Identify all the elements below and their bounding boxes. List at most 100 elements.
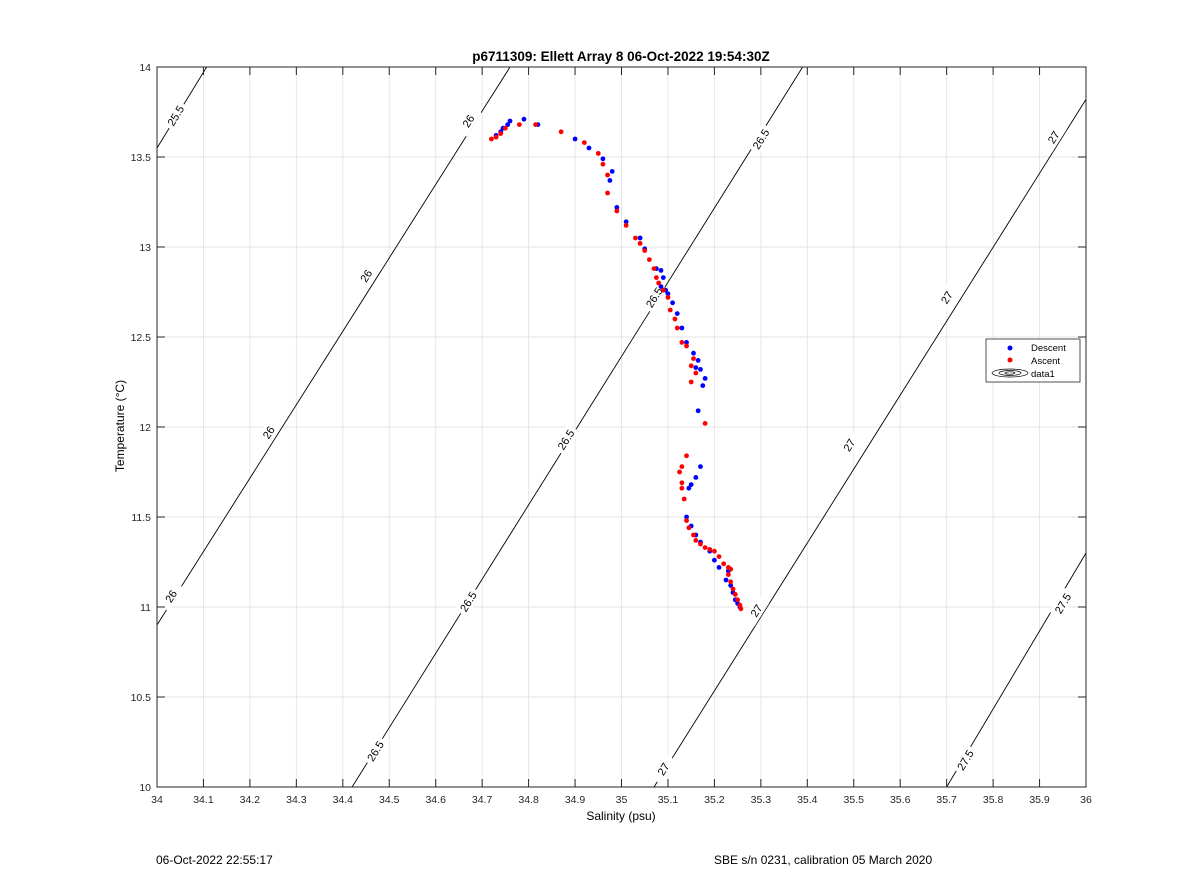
descent-point	[609, 169, 615, 174]
y-tick-label: 12.5	[131, 332, 152, 344]
descent-point	[712, 557, 717, 563]
contour-label: 27	[939, 290, 956, 307]
x-tick-label: 34	[151, 794, 163, 806]
ascent-point	[656, 280, 662, 286]
descent-point	[684, 514, 689, 520]
density-contour-line	[653, 99, 1087, 788]
descent-point	[723, 577, 729, 583]
contour-label: 26	[461, 113, 478, 130]
contour-label: 26	[163, 588, 180, 605]
descent-point	[658, 268, 664, 273]
ascent-point	[605, 190, 610, 196]
ascent-point	[498, 131, 504, 137]
x-tick-label: 35.5	[844, 794, 865, 806]
ascent-point	[502, 125, 508, 131]
contour-label-bg	[157, 580, 185, 612]
legend-descent-label: Descent	[1031, 343, 1066, 354]
ascent-point	[653, 275, 659, 280]
x-tick-label: 35.8	[983, 794, 1004, 806]
descent-point	[698, 367, 703, 372]
ascent-point	[691, 532, 696, 538]
ascent-point	[679, 480, 685, 486]
ascent-point	[684, 343, 689, 349]
y-tick-label: 14	[139, 62, 151, 74]
ascent-point	[691, 356, 696, 361]
ascent-point	[730, 586, 736, 592]
y-tick-label: 11.5	[131, 512, 151, 524]
ascent-point	[600, 161, 606, 167]
descent-point	[686, 485, 692, 491]
x-tick-label: 34.6	[425, 794, 446, 806]
x-tick-label: 35.2	[704, 794, 725, 806]
contour-label-bg	[952, 744, 979, 776]
descent-point	[665, 291, 671, 297]
x-tick-label: 35.4	[797, 794, 818, 806]
ascent-point	[489, 136, 494, 142]
descent-point	[521, 116, 527, 122]
descent-point	[607, 178, 613, 183]
contour-label-bg	[162, 100, 189, 132]
footer-timestamp: 06-Oct-2022 22:55:17	[156, 853, 273, 867]
ascent-point	[732, 592, 738, 597]
contour-label-bg	[255, 416, 282, 448]
ascent-point	[702, 545, 708, 550]
ascent-point	[581, 140, 587, 146]
ascent-point	[688, 363, 694, 369]
legend-ascent-marker	[1007, 357, 1013, 363]
ascent-point	[679, 485, 685, 491]
descent-point	[698, 464, 703, 469]
descent-point	[695, 408, 701, 414]
ascent-point	[667, 307, 673, 313]
x-tick-label: 35	[616, 794, 628, 806]
descent-point	[679, 325, 685, 331]
y-tick-label: 13.5	[131, 152, 152, 164]
ascent-point	[633, 235, 638, 241]
ascent-point	[737, 602, 743, 608]
ascent-point	[725, 572, 731, 577]
x-axis-label: Salinity (psu)	[586, 809, 655, 823]
descent-point	[702, 376, 708, 381]
x-tick-label: 35.3	[751, 794, 772, 806]
ascent-point	[646, 257, 652, 262]
ascent-point	[702, 421, 708, 426]
descent-point	[572, 136, 578, 142]
contour-label: 27	[1046, 129, 1063, 146]
ascent-point	[688, 379, 694, 385]
contour-label-bg	[835, 429, 863, 461]
ascent-point	[698, 541, 703, 547]
x-tick-label: 34.2	[240, 794, 261, 806]
x-tick-label: 36	[1080, 794, 1092, 806]
plot-area: 25.52626262626.526.526.526.526.527272727…	[131, 62, 1092, 806]
ascent-point	[595, 151, 601, 156]
ascent-point	[493, 134, 499, 140]
contour-label-bg	[649, 753, 677, 785]
ascent-point	[660, 287, 666, 293]
descent-point	[716, 565, 722, 570]
x-tick-label: 34.7	[472, 794, 493, 806]
descent-point	[586, 145, 592, 151]
ascent-point	[712, 548, 717, 554]
descent-point	[507, 118, 513, 124]
descent-point	[637, 235, 643, 241]
x-tick-label: 34.9	[565, 794, 586, 806]
ascent-point	[693, 370, 699, 376]
legend-descent-marker	[1007, 345, 1013, 351]
ascent-point	[721, 561, 727, 567]
descent-point	[674, 311, 680, 316]
ascent-point	[693, 538, 699, 543]
descent-point	[693, 365, 699, 370]
data-points	[489, 116, 744, 612]
contour-label-bg	[1040, 121, 1067, 153]
contour-label: 27	[656, 761, 673, 778]
descent-point	[660, 275, 666, 280]
y-axis-label: Temperature (°C)	[113, 380, 127, 472]
ascent-point	[716, 554, 722, 559]
ascent-point	[738, 606, 744, 612]
descent-point	[728, 583, 734, 588]
descent-point	[623, 219, 629, 225]
x-tick-label: 35.6	[890, 794, 911, 806]
chart-title: p6711309: Ellett Array 8 06-Oct-2022 19:…	[472, 49, 769, 64]
ascent-point	[686, 525, 692, 531]
contour-label-bg	[454, 586, 482, 618]
contour-label-bg	[640, 281, 668, 313]
